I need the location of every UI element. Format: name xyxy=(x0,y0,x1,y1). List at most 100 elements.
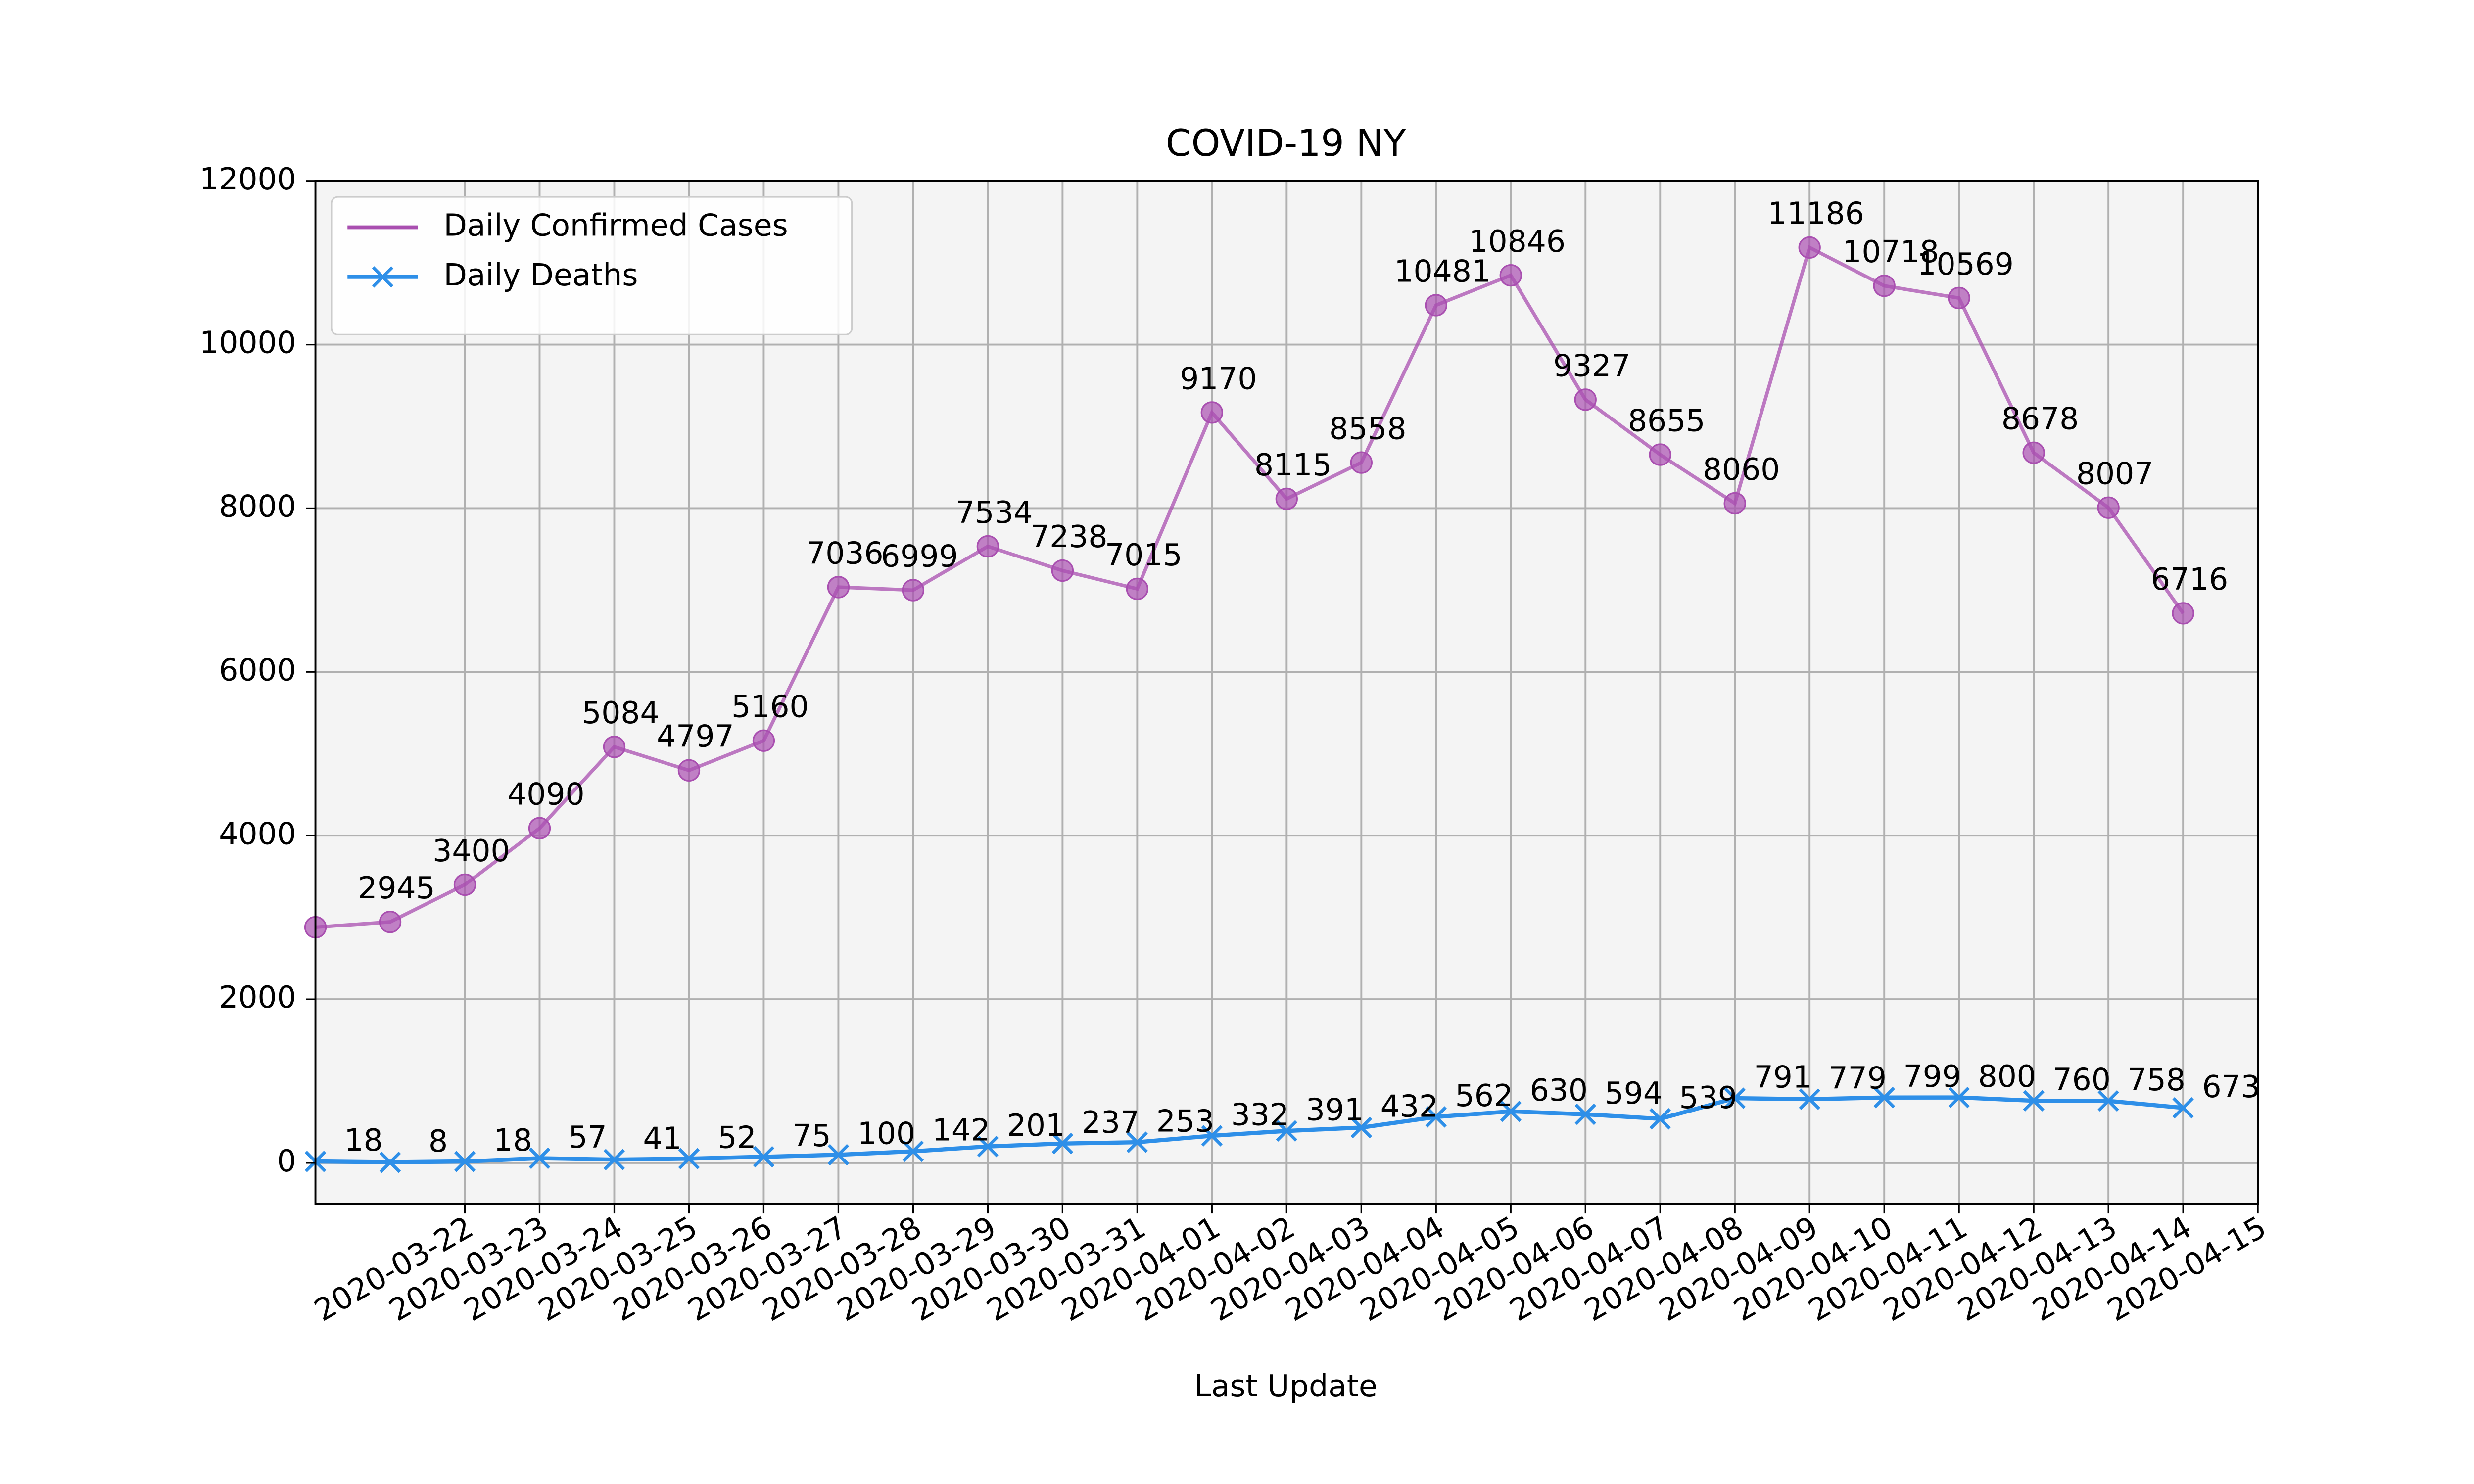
chart-title: COVID-19 NY xyxy=(1166,122,1406,165)
data-label: 7015 xyxy=(1105,538,1182,573)
y-tick-label: 2000 xyxy=(219,980,296,1015)
data-label: 5084 xyxy=(582,696,659,731)
data-label: 8558 xyxy=(1329,411,1406,446)
data-label: 201 xyxy=(1007,1108,1065,1143)
data-label: 432 xyxy=(1380,1089,1438,1124)
data-label: 594 xyxy=(1605,1076,1663,1111)
data-label: 799 xyxy=(1903,1059,1961,1094)
marker xyxy=(752,729,775,752)
y-tick-label: 0 xyxy=(277,1144,296,1179)
marker xyxy=(1723,492,1746,515)
marker xyxy=(902,579,925,602)
marks xyxy=(304,236,2194,1173)
y-tick-label: 4000 xyxy=(219,816,296,851)
marker xyxy=(2172,602,2194,625)
data-label: 8060 xyxy=(1703,452,1780,487)
series-line xyxy=(315,245,2185,929)
marker xyxy=(1051,1133,1074,1155)
data-label: 539 xyxy=(1679,1080,1737,1115)
marker xyxy=(1574,388,1597,411)
marker xyxy=(1798,236,1821,259)
data-label: 9170 xyxy=(1180,361,1257,396)
marker xyxy=(2097,1090,2119,1112)
marker xyxy=(678,1148,700,1170)
marker xyxy=(1425,294,1447,317)
marker xyxy=(1200,401,1223,424)
data-label: 10846 xyxy=(1469,224,1566,259)
data-label: 4090 xyxy=(507,777,584,812)
data-label: 10569 xyxy=(1917,247,2014,282)
data-label: 391 xyxy=(1306,1093,1364,1128)
marker xyxy=(1799,1088,1820,1110)
data-label: 6716 xyxy=(2151,562,2228,597)
marker xyxy=(379,911,402,933)
marker xyxy=(1500,1101,1522,1122)
data-label: 100 xyxy=(857,1116,915,1152)
marker xyxy=(1275,487,1298,510)
marker xyxy=(453,873,476,896)
data-label: 791 xyxy=(1754,1060,1812,1095)
marker xyxy=(827,576,850,599)
data-label: 5160 xyxy=(731,690,809,725)
y-tick-label: 6000 xyxy=(219,652,296,688)
data-label: 9327 xyxy=(1553,348,1630,383)
data-label: 8 xyxy=(428,1124,448,1159)
marker xyxy=(1499,264,1522,287)
legend-box xyxy=(331,196,853,335)
data-label: 8007 xyxy=(2076,457,2153,492)
marker xyxy=(2172,1097,2194,1119)
data-label: 52 xyxy=(717,1120,756,1156)
data-label: 562 xyxy=(1455,1078,1513,1113)
marker xyxy=(753,1146,775,1168)
marker xyxy=(528,817,551,839)
data-label: 7534 xyxy=(955,495,1033,530)
marker xyxy=(977,1135,999,1158)
marker xyxy=(2023,1090,2045,1112)
series-line xyxy=(315,1095,2184,1164)
marker xyxy=(1574,1103,1596,1125)
data-label: 3400 xyxy=(432,834,510,869)
marker xyxy=(827,1144,850,1166)
marker xyxy=(1276,1120,1298,1142)
marker xyxy=(454,1151,476,1172)
marker xyxy=(2022,441,2045,464)
marker xyxy=(1051,559,1074,582)
marker xyxy=(1201,1125,1223,1147)
marker xyxy=(677,759,701,782)
data-label: 10718 xyxy=(1842,234,1939,270)
marker xyxy=(603,1149,625,1170)
data-label: 7238 xyxy=(1030,519,1107,555)
data-label: 760 xyxy=(2053,1062,2111,1097)
data-label: 41 xyxy=(643,1121,681,1156)
grid xyxy=(315,180,2259,1204)
data-label: 758 xyxy=(2128,1063,2186,1098)
data-label: 800 xyxy=(1978,1059,2036,1094)
y-tick-label: 10000 xyxy=(199,325,296,361)
data-label: 4797 xyxy=(657,719,734,754)
x-axis-label: Last Update xyxy=(1194,1369,1378,1404)
data-label: 8115 xyxy=(1254,448,1332,483)
marker xyxy=(379,1151,401,1173)
marker xyxy=(1948,1086,1970,1109)
marker xyxy=(1350,1116,1373,1139)
data-label: 57 xyxy=(568,1120,607,1155)
data-label: 6999 xyxy=(881,539,958,574)
marker xyxy=(1873,1087,1895,1109)
data-label: 75 xyxy=(792,1118,831,1154)
data-label: 779 xyxy=(1829,1061,1887,1096)
data-label: 18 xyxy=(493,1123,532,1158)
legend: Daily Confirmed Cases Daily Deaths xyxy=(331,196,853,335)
data-label: 2945 xyxy=(358,871,435,906)
legend-label: Daily Deaths xyxy=(443,258,638,293)
data-label: 7036 xyxy=(806,536,883,571)
marker xyxy=(1350,451,1373,474)
data-label: 8655 xyxy=(1628,403,1705,438)
marker xyxy=(603,736,626,758)
data-label: 237 xyxy=(1082,1105,1140,1140)
marker xyxy=(1126,1131,1148,1153)
data-label: 142 xyxy=(932,1113,990,1148)
marker xyxy=(1425,1106,1447,1128)
data-label: 10481 xyxy=(1394,254,1491,289)
